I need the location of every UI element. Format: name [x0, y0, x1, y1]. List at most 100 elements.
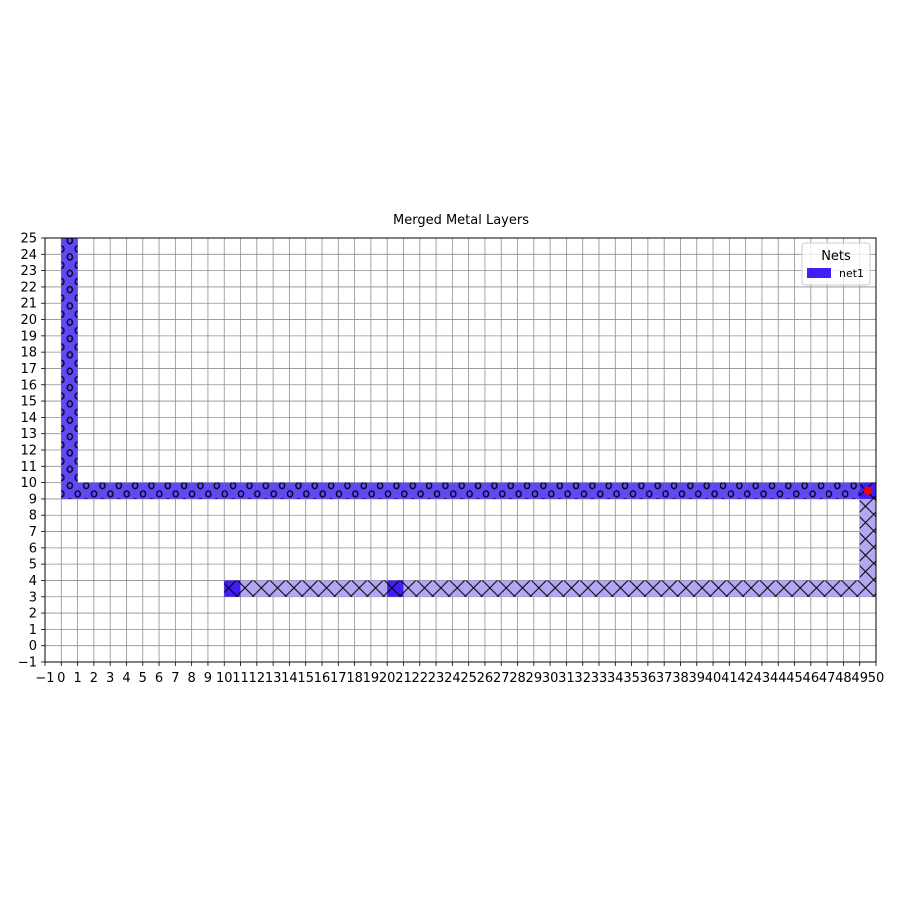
- x-tick-label: 28: [509, 671, 526, 686]
- upper-layer-hatch: [289, 482, 306, 499]
- lower-layer-hatch: [273, 580, 290, 597]
- y-tick-label: 15: [20, 395, 37, 410]
- upper-layer-hatch: [468, 482, 485, 499]
- upper-layer-hatch: [550, 482, 567, 499]
- upper-layer-hatch: [354, 482, 371, 499]
- x-tick-label: 7: [171, 671, 179, 686]
- lower-layer-hatch: [452, 580, 469, 597]
- lower-layer-hatch: [713, 580, 730, 597]
- legend-swatch-net1: [807, 268, 831, 278]
- lower-layer-hatch: [322, 580, 339, 597]
- legend-title: Nets: [821, 249, 851, 264]
- lower-layer-hatch: [599, 580, 616, 597]
- lower-layer-hatch: [647, 580, 665, 597]
- chart-title: Merged Metal Layers: [393, 213, 529, 228]
- upper-layer-hatch: [517, 482, 534, 499]
- via-hatch: [224, 580, 241, 597]
- upper-layer-hatch: [61, 319, 78, 336]
- x-tick-label: 43: [754, 671, 771, 686]
- upper-layer-hatch: [61, 482, 78, 499]
- x-tick-label: 44: [770, 671, 787, 686]
- x-tick-label: 9: [204, 671, 212, 686]
- lower-layer-hatch: [550, 580, 567, 597]
- x-tick-label: 2: [90, 671, 98, 686]
- upper-layer-hatch: [843, 482, 860, 499]
- x-tick-label: 47: [819, 671, 836, 686]
- x-tick-label: 46: [803, 671, 820, 686]
- legend: Nets net1: [801, 242, 871, 286]
- lower-layer-hatch: [240, 580, 257, 597]
- x-tick-label: 21: [395, 671, 412, 686]
- upper-layer-hatch: [745, 482, 762, 499]
- x-tick-label: 18: [346, 671, 363, 686]
- lower-layer-hatch: [501, 580, 518, 597]
- lower-layer-hatch: [289, 580, 306, 597]
- y-tick-label: 10: [20, 476, 37, 491]
- y-tick-label: 9: [29, 492, 37, 507]
- y-tick-label: 3: [29, 590, 37, 605]
- x-tick-label: 16: [314, 671, 331, 686]
- x-tick-label: 3: [106, 671, 114, 686]
- y-tick-label: 11: [20, 460, 37, 475]
- lower-layer-hatch: [370, 580, 388, 597]
- upper-layer-hatch: [419, 482, 437, 499]
- y-tick-label: 21: [20, 297, 37, 312]
- upper-layer-hatch: [110, 482, 127, 499]
- upper-layer-hatch: [61, 368, 78, 385]
- upper-layer-hatch: [794, 482, 811, 499]
- x-tick-label: 25: [460, 671, 477, 686]
- x-tick-label: 37: [656, 671, 673, 686]
- upper-layer-hatch: [61, 303, 78, 320]
- upper-layer-hatch: [273, 482, 290, 499]
- y-tick-label: 17: [20, 362, 37, 377]
- lower-layer-hatch: [761, 580, 779, 597]
- lower-layer-hatch: [680, 580, 697, 597]
- x-tick-label: 39: [688, 671, 705, 686]
- x-tick-label: 10: [216, 671, 233, 686]
- legend-label-net1: net1: [839, 267, 864, 280]
- upper-layer-hatch: [582, 482, 599, 499]
- upper-layer-hatch: [436, 482, 453, 499]
- x-axis: −1 0 1 2 3 4 5 6 7 8 9 10 11 12 13 14 15 16 17 18 19 20 21 22 23…: [35, 662, 884, 686]
- y-tick-label: 24: [20, 248, 37, 263]
- x-tick-label: 32: [574, 671, 591, 686]
- upper-layer-hatch: [159, 482, 176, 499]
- upper-layer-hatch: [61, 254, 78, 271]
- upper-layer-hatch: [647, 482, 665, 499]
- upper-layer-hatch: [142, 482, 160, 499]
- y-tick-label: 19: [20, 329, 37, 344]
- y-tick-label: 14: [20, 411, 37, 426]
- x-tick-label: 15: [297, 671, 314, 686]
- upper-layer-hatch: [370, 482, 388, 499]
- x-tick-label: 29: [526, 671, 543, 686]
- x-tick-label: 30: [542, 671, 559, 686]
- x-tick-label: 11: [232, 671, 249, 686]
- upper-layer-hatch: [126, 482, 143, 499]
- upper-layer-hatch: [680, 482, 697, 499]
- x-tick-label: 24: [444, 671, 461, 686]
- upper-layer-hatch: [761, 482, 779, 499]
- x-tick-label: 48: [835, 671, 852, 686]
- x-tick-label: 23: [428, 671, 445, 686]
- y-tick-label: 18: [20, 346, 37, 361]
- upper-layer-hatch: [615, 482, 632, 499]
- lower-layer-hatch: [419, 580, 437, 597]
- y-tick-label: 4: [29, 574, 37, 589]
- lower-layer-hatch: [615, 580, 632, 597]
- x-tick-label: 20: [379, 671, 396, 686]
- lower-layer-hatch: [859, 564, 876, 581]
- lower-layer-hatch: [354, 580, 371, 597]
- lower-layer-hatch: [256, 580, 274, 597]
- y-tick-label: 1: [29, 623, 37, 638]
- upper-layer-hatch: [61, 286, 78, 304]
- lower-layer-hatch: [696, 580, 714, 597]
- lower-layer-hatch: [843, 580, 860, 597]
- x-tick-label: 26: [477, 671, 494, 686]
- x-tick-label: 17: [330, 671, 347, 686]
- y-tick-label: 6: [29, 541, 37, 556]
- upper-layer-hatch: [305, 482, 322, 499]
- plot-area: [44, 237, 877, 663]
- upper-layer-hatch: [664, 482, 681, 499]
- x-tick-label: 13: [265, 671, 282, 686]
